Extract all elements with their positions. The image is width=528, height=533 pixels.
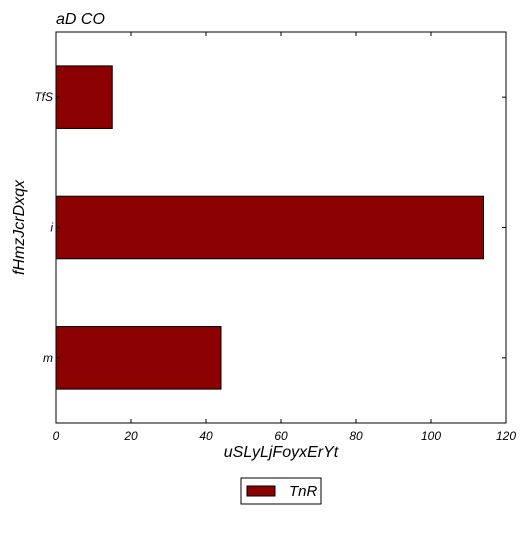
x-tick-label-40: 40 <box>199 429 213 443</box>
legend-label: TnR <box>289 483 318 500</box>
y-tick-label-i: i <box>50 221 53 235</box>
x-tick-label-20: 20 <box>123 429 138 443</box>
x-tick-label-120: 120 <box>496 429 516 443</box>
ticks-layer: m i TfS 0 20 40 60 80 100 120 <box>34 32 516 443</box>
bar-TfS <box>55 65 113 129</box>
x-tick-label-0: 0 <box>53 429 60 443</box>
x-tick-label-100: 100 <box>421 429 441 443</box>
y-axis-label: fHmzJcrDxqx <box>11 179 28 275</box>
x-tick-label-80: 80 <box>349 429 363 443</box>
y-tick-label-TfS: TfS <box>34 90 53 104</box>
legend: TnR <box>240 477 322 505</box>
chart-title: aD CO <box>56 11 105 28</box>
x-axis-label: uSLyLjFoyxErYt <box>224 444 339 461</box>
legend-swatch <box>246 485 276 497</box>
y-tick-label-m: m <box>43 351 53 365</box>
x-tick-label-60: 60 <box>274 429 288 443</box>
bars-layer <box>55 65 484 390</box>
bar-i <box>55 195 484 260</box>
bar-m <box>55 326 222 390</box>
